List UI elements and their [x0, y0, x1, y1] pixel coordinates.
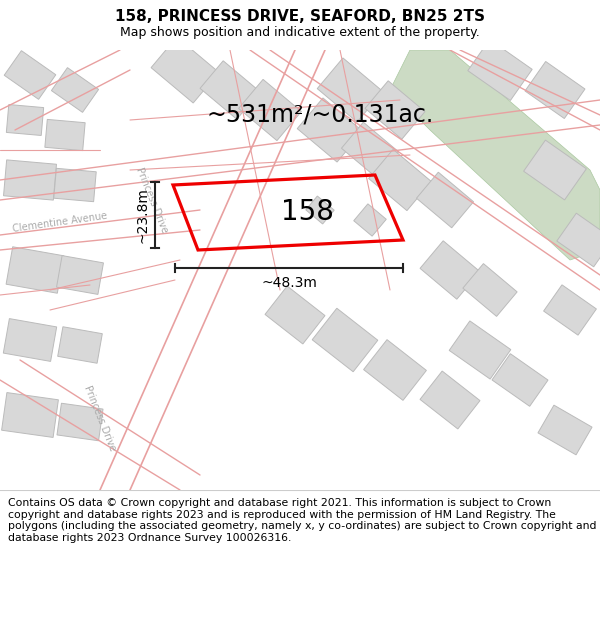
Polygon shape: [4, 319, 56, 361]
Text: Princess Drive: Princess Drive: [134, 166, 170, 234]
Polygon shape: [312, 308, 378, 372]
Polygon shape: [492, 354, 548, 406]
Polygon shape: [557, 213, 600, 267]
Polygon shape: [420, 241, 480, 299]
Polygon shape: [317, 58, 383, 122]
Polygon shape: [2, 392, 58, 438]
Polygon shape: [200, 61, 260, 119]
Polygon shape: [297, 98, 363, 162]
Polygon shape: [354, 204, 386, 236]
Polygon shape: [57, 403, 103, 441]
Polygon shape: [341, 122, 398, 177]
Polygon shape: [45, 119, 85, 151]
Polygon shape: [306, 196, 334, 224]
Polygon shape: [4, 51, 56, 99]
Polygon shape: [416, 173, 473, 228]
Polygon shape: [544, 285, 596, 335]
Polygon shape: [449, 321, 511, 379]
Polygon shape: [468, 39, 532, 101]
Polygon shape: [525, 61, 585, 119]
Polygon shape: [368, 149, 431, 211]
Text: ~531m²/~0.131ac.: ~531m²/~0.131ac.: [206, 103, 434, 127]
Text: ~48.3m: ~48.3m: [261, 276, 317, 290]
Polygon shape: [390, 50, 600, 260]
Polygon shape: [7, 104, 44, 136]
Polygon shape: [54, 168, 96, 202]
Text: Contains OS data © Crown copyright and database right 2021. This information is : Contains OS data © Crown copyright and d…: [8, 498, 596, 543]
Polygon shape: [4, 160, 56, 200]
Polygon shape: [420, 371, 480, 429]
Polygon shape: [538, 405, 592, 455]
Text: Clementine Avenue: Clementine Avenue: [12, 211, 108, 234]
Text: 158, PRINCESS DRIVE, SEAFORD, BN25 2TS: 158, PRINCESS DRIVE, SEAFORD, BN25 2TS: [115, 9, 485, 24]
Text: 158: 158: [281, 199, 334, 226]
Polygon shape: [58, 327, 103, 363]
Polygon shape: [463, 264, 517, 316]
Polygon shape: [6, 247, 64, 293]
Polygon shape: [364, 339, 427, 401]
Polygon shape: [56, 256, 103, 294]
Text: ~23.8m: ~23.8m: [135, 187, 149, 243]
Polygon shape: [365, 81, 425, 139]
Polygon shape: [265, 286, 325, 344]
Polygon shape: [239, 79, 301, 141]
Polygon shape: [151, 37, 219, 103]
Polygon shape: [52, 68, 98, 112]
Text: Map shows position and indicative extent of the property.: Map shows position and indicative extent…: [120, 26, 480, 39]
Text: Princess Drive: Princess Drive: [82, 384, 118, 452]
Polygon shape: [524, 140, 586, 200]
